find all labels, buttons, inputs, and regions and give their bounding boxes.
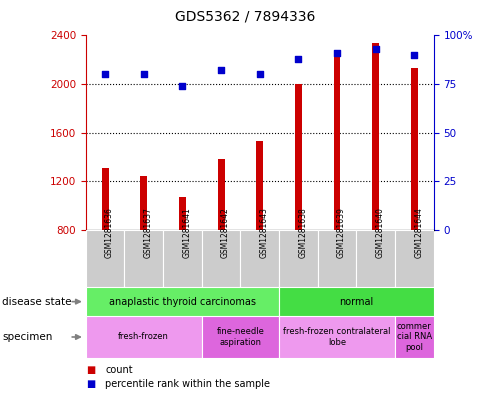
- Text: GSM1281639: GSM1281639: [337, 208, 346, 258]
- Bar: [218, 160, 224, 230]
- Bar: [334, 51, 341, 230]
- Text: GSM1281644: GSM1281644: [415, 208, 423, 258]
- Text: GSM1281636: GSM1281636: [105, 208, 114, 258]
- Bar: [411, 68, 418, 230]
- Bar: [101, 168, 109, 230]
- Bar: [256, 141, 263, 230]
- Text: GSM1281638: GSM1281638: [298, 208, 307, 258]
- Text: count: count: [105, 365, 133, 375]
- Bar: [140, 176, 147, 230]
- Point: [333, 50, 341, 56]
- Text: normal: normal: [339, 297, 373, 307]
- FancyBboxPatch shape: [86, 287, 279, 316]
- Text: fine-needle
aspiration: fine-needle aspiration: [217, 327, 264, 347]
- FancyBboxPatch shape: [395, 316, 434, 358]
- Point: [294, 55, 302, 62]
- Bar: [372, 43, 379, 230]
- Point: [411, 51, 418, 58]
- Text: ■: ■: [86, 365, 95, 375]
- FancyBboxPatch shape: [279, 230, 318, 287]
- Text: GSM1281642: GSM1281642: [221, 208, 230, 258]
- Point: [217, 67, 225, 73]
- Point: [140, 71, 147, 77]
- Point: [256, 71, 264, 77]
- Text: GSM1281643: GSM1281643: [260, 208, 269, 258]
- Text: GDS5362 / 7894336: GDS5362 / 7894336: [175, 10, 315, 24]
- FancyBboxPatch shape: [124, 230, 163, 287]
- FancyBboxPatch shape: [202, 316, 279, 358]
- FancyBboxPatch shape: [395, 230, 434, 287]
- FancyBboxPatch shape: [356, 230, 395, 287]
- Text: fresh-frozen: fresh-frozen: [118, 332, 169, 342]
- Bar: [179, 197, 186, 230]
- Point: [101, 71, 109, 77]
- Text: ■: ■: [86, 379, 95, 389]
- Text: fresh-frozen contralateral
lobe: fresh-frozen contralateral lobe: [283, 327, 391, 347]
- FancyBboxPatch shape: [202, 230, 241, 287]
- FancyBboxPatch shape: [86, 316, 202, 358]
- Point: [372, 46, 380, 52]
- FancyBboxPatch shape: [279, 316, 395, 358]
- Text: GSM1281640: GSM1281640: [376, 208, 385, 258]
- FancyBboxPatch shape: [318, 230, 356, 287]
- Point: [178, 83, 186, 89]
- FancyBboxPatch shape: [163, 230, 202, 287]
- Text: disease state: disease state: [2, 297, 72, 307]
- Text: anaplastic thyroid carcinomas: anaplastic thyroid carcinomas: [109, 297, 256, 307]
- Text: GSM1281637: GSM1281637: [144, 208, 153, 258]
- FancyBboxPatch shape: [279, 287, 434, 316]
- Text: specimen: specimen: [2, 332, 53, 342]
- FancyBboxPatch shape: [86, 230, 124, 287]
- Text: percentile rank within the sample: percentile rank within the sample: [105, 379, 270, 389]
- FancyBboxPatch shape: [241, 230, 279, 287]
- Text: GSM1281641: GSM1281641: [182, 208, 192, 258]
- Text: commer
cial RNA
pool: commer cial RNA pool: [397, 322, 432, 352]
- Bar: [295, 84, 302, 230]
